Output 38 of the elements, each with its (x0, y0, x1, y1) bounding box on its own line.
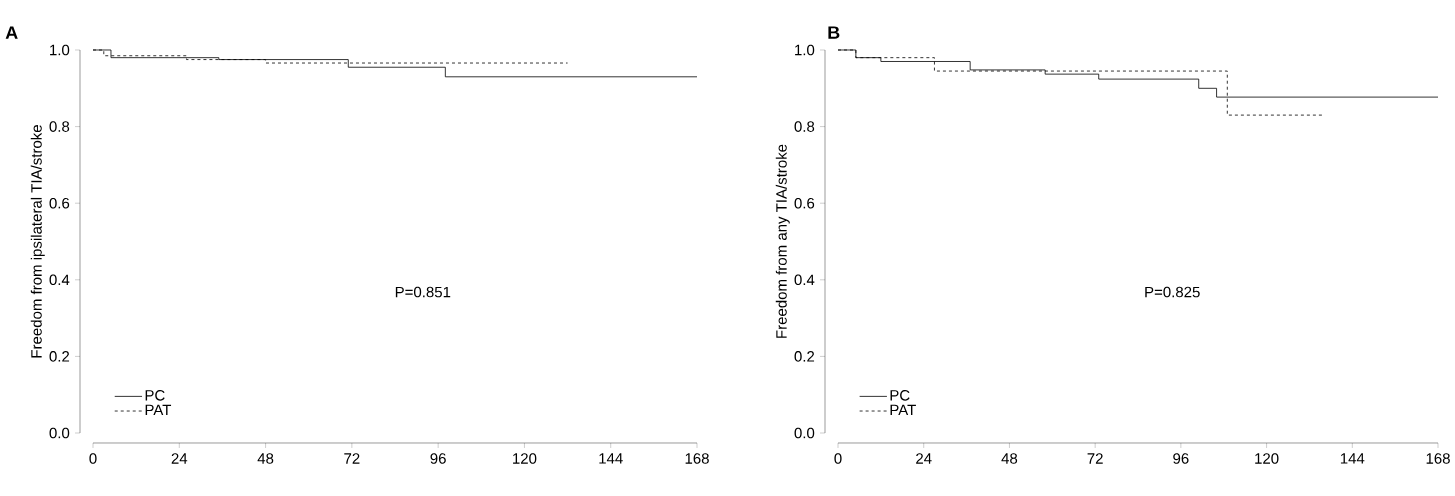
y-tick-label: 0.8 (794, 121, 815, 132)
x-tick-label: 120 (1255, 453, 1279, 464)
y-tick-label: 0.6 (794, 197, 815, 209)
y-tick-label: 1.0 (50, 44, 70, 56)
x-tick-label: 168 (1426, 453, 1450, 464)
y-tick-label: 0.0 (794, 427, 815, 439)
chart-title: A (5, 26, 18, 39)
x-tick-label: 72 (1087, 453, 1103, 464)
x-tick-label: 24 (916, 453, 932, 464)
x-tick-label: 144 (599, 453, 623, 464)
legend-label: PAT (145, 404, 172, 416)
legend-label: PC (890, 390, 910, 401)
y-tick-label: 0.2 (49, 351, 70, 362)
y-tick-label: 0.4 (49, 274, 70, 286)
y-tick-label: 0.8 (49, 121, 70, 132)
x-tick-label: 168 (685, 453, 709, 464)
x-tick-label: 24 (171, 453, 188, 464)
y-axis-title: Freedom from any TIA/stroke (775, 144, 790, 338)
x-tick-label: 0 (834, 453, 842, 464)
x-tick-label: 120 (513, 453, 537, 464)
chart-title: B (828, 26, 840, 39)
annotation: P=0.825 (1145, 286, 1200, 298)
x-tick-label: 96 (430, 453, 446, 464)
legend-label: PC (145, 390, 165, 401)
y-tick-label: 0.4 (794, 274, 815, 286)
x-tick-label: 144 (1340, 453, 1365, 464)
x-tick-label: 0 (89, 453, 97, 464)
legend-label: PAT (890, 404, 916, 416)
y-axis-title: Freedom from ipsilateral TIA/stroke (30, 125, 45, 358)
y-tick-label: 0.6 (49, 197, 70, 209)
y-tick-label: 1.0 (795, 44, 815, 56)
x-tick-label: 48 (257, 453, 274, 464)
y-tick-label: 0.2 (794, 351, 815, 362)
x-tick-label: 72 (344, 453, 360, 464)
annotation: P=0.851 (395, 286, 451, 298)
x-tick-label: 48 (1001, 453, 1018, 464)
x-tick-label: 96 (1173, 453, 1189, 464)
y-tick-label: 0.0 (49, 427, 70, 439)
